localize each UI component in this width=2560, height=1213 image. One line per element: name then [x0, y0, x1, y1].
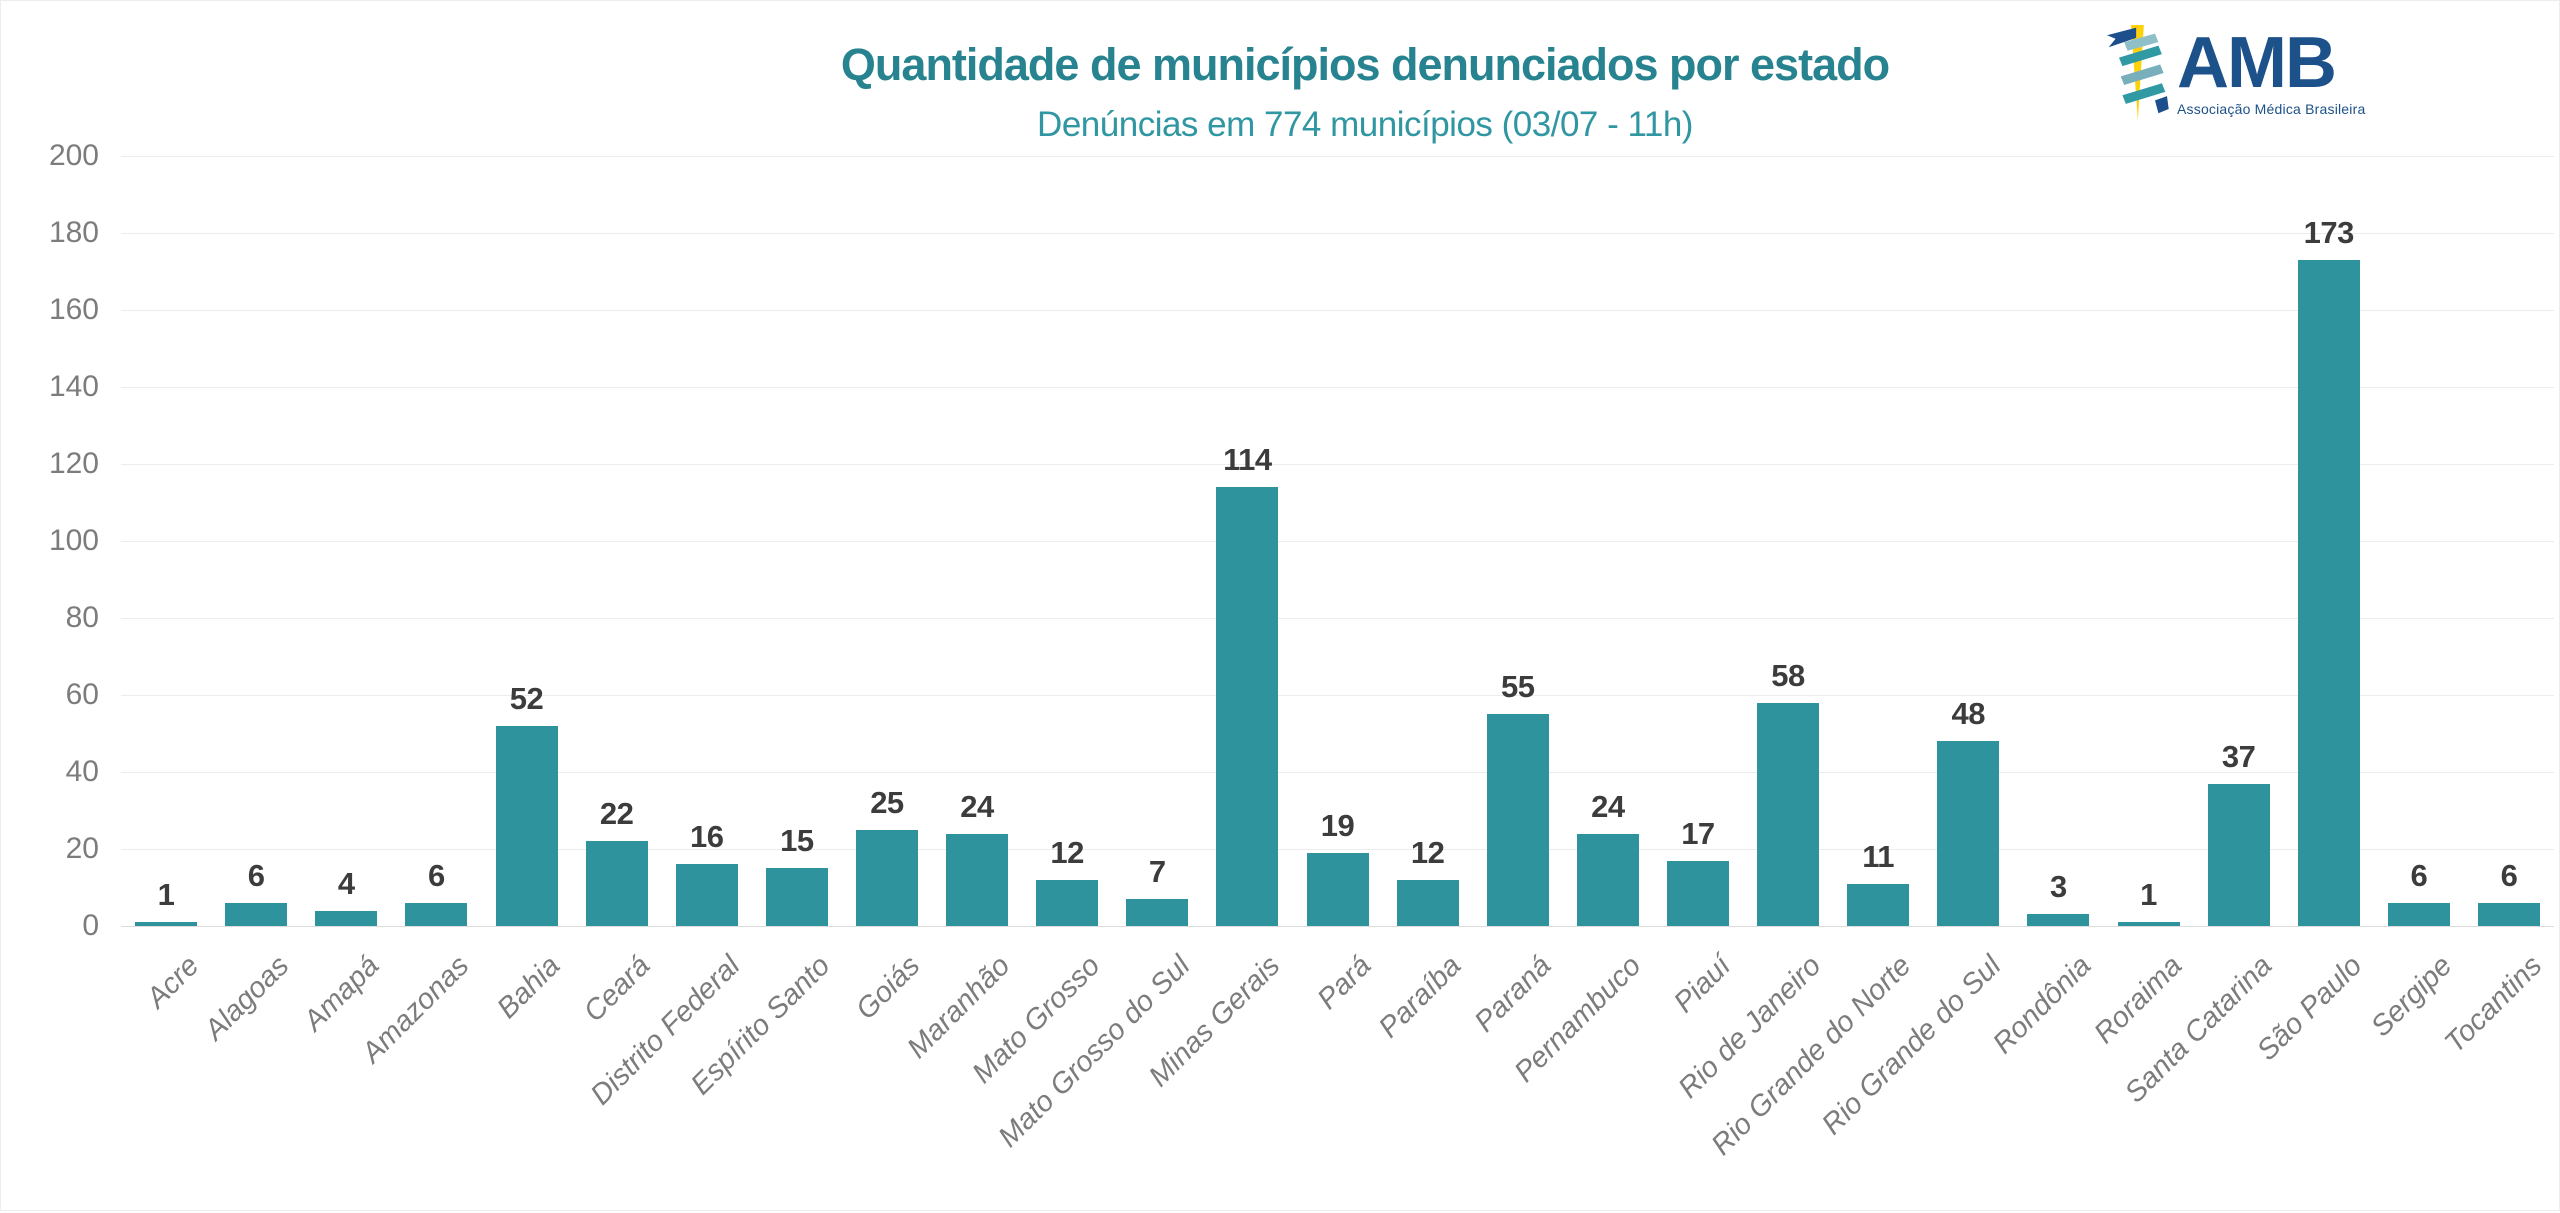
gridline — [121, 848, 2554, 850]
bar-value-label: 22 — [599, 796, 634, 832]
bar-rio-grande-do-norte — [1847, 883, 1910, 926]
bar-sergipe — [2387, 902, 2450, 926]
bar-paraiba — [1396, 879, 1459, 926]
amb-logo: AMB Associação Médica Brasileira — [2103, 21, 2365, 121]
y-axis-tick-label: 60 — [65, 678, 99, 711]
y-axis-tick-label: 20 — [65, 832, 99, 865]
bar-amapa — [315, 910, 378, 926]
bar-value-label: 6 — [2410, 857, 2428, 893]
bar-value-label: 24 — [1591, 788, 1625, 824]
bar-piaui — [1666, 860, 1729, 926]
bar-roraima — [2117, 922, 2180, 926]
bar-mato-grosso-do-sul — [1126, 899, 1189, 926]
bar-minas-gerais — [1216, 487, 1279, 926]
gridline — [121, 386, 2554, 388]
bar-espirito-santo — [765, 868, 828, 926]
bar-value-label: 48 — [1951, 696, 1986, 732]
logo-acronym: AMB — [2177, 23, 2337, 103]
bar-ceara — [585, 841, 648, 926]
y-axis-tick-label: 80 — [65, 601, 99, 634]
x-axis-baseline — [121, 925, 2554, 927]
bar-value-label: 52 — [509, 680, 544, 716]
bar-value-label: 1 — [157, 877, 175, 913]
bar-para — [1306, 852, 1369, 926]
y-axis-tick-label: 200 — [48, 139, 99, 172]
gridline — [121, 540, 2554, 542]
gridline — [121, 694, 2554, 696]
bar-value-label: 6 — [247, 857, 265, 893]
bar-pernambuco — [1576, 833, 1639, 926]
bar-value-label: 7 — [1148, 854, 1166, 890]
bar-rio-de-janeiro — [1757, 702, 1820, 926]
bar-rondonia — [2027, 914, 2090, 926]
bar-value-label: 37 — [2221, 738, 2256, 774]
bar-distrito-federal — [675, 864, 738, 926]
y-axis-tick-label: 140 — [48, 370, 99, 403]
bar-value-label: 12 — [1050, 834, 1084, 870]
chart-header: Quantidade de municípios denunciados por… — [840, 39, 1890, 145]
y-axis-tick-label: 180 — [48, 216, 99, 249]
y-axis-tick-label: 100 — [48, 524, 99, 557]
gridline — [121, 771, 2554, 773]
bar-alagoas — [225, 902, 288, 926]
bar-santa-catarina — [2207, 783, 2270, 926]
bar-value-label: 6 — [428, 857, 445, 893]
bar-value-label: 19 — [1320, 807, 1355, 843]
y-axis-tick-label: 160 — [48, 293, 99, 326]
gridline — [121, 309, 2554, 311]
bar-tocantins — [2477, 902, 2540, 926]
bar-value-label: 11 — [1862, 838, 1895, 874]
bar-maranhao — [946, 833, 1009, 926]
bar-value-label: 114 — [1223, 442, 1272, 478]
bar-value-label: 17 — [1681, 815, 1715, 851]
bar-value-label: 24 — [960, 788, 994, 824]
bar-value-label: 16 — [689, 819, 724, 855]
bar-value-label: 4 — [337, 865, 355, 901]
y-axis-tick-label: 40 — [65, 755, 99, 788]
bar-value-label: 173 — [2303, 214, 2355, 250]
bar-value-label: 15 — [780, 823, 814, 859]
bar-value-label: 1 — [2140, 877, 2157, 913]
bar-mato-grosso — [1036, 879, 1099, 926]
y-axis-tick-label: 0 — [82, 909, 99, 942]
bar-value-label: 55 — [1500, 669, 1535, 705]
gridline — [121, 617, 2554, 619]
bar-rio-grande-do-sul — [1937, 741, 2000, 926]
caduceus-icon — [2107, 25, 2169, 121]
bar-acre — [135, 922, 198, 926]
logo-text: AMB Associação Médica Brasileira — [2177, 21, 2366, 118]
logo-name: Associação Médica Brasileira — [2177, 101, 2366, 118]
bar-sao-paulo — [2297, 259, 2360, 926]
gridline — [121, 232, 2554, 234]
bar-goias — [855, 829, 918, 926]
gridline — [121, 155, 2554, 157]
bar-value-label: 25 — [870, 784, 904, 820]
y-axis-tick-label: 120 — [48, 447, 99, 480]
bar-value-label: 58 — [1771, 657, 1805, 693]
bar-bahia — [495, 725, 558, 926]
bar-value-label: 6 — [2500, 857, 2518, 893]
gridline — [121, 463, 2554, 465]
chart-title: Quantidade de municípios denunciados por… — [840, 39, 1890, 90]
bar-amazonas — [405, 902, 468, 926]
bar-parana — [1486, 714, 1549, 926]
chart-subtitle: Denúncias em 774 municípios (03/07 - 11h… — [1037, 105, 1693, 144]
bar-value-label: 3 — [2050, 869, 2067, 905]
bar-value-label: 12 — [1410, 834, 1445, 870]
